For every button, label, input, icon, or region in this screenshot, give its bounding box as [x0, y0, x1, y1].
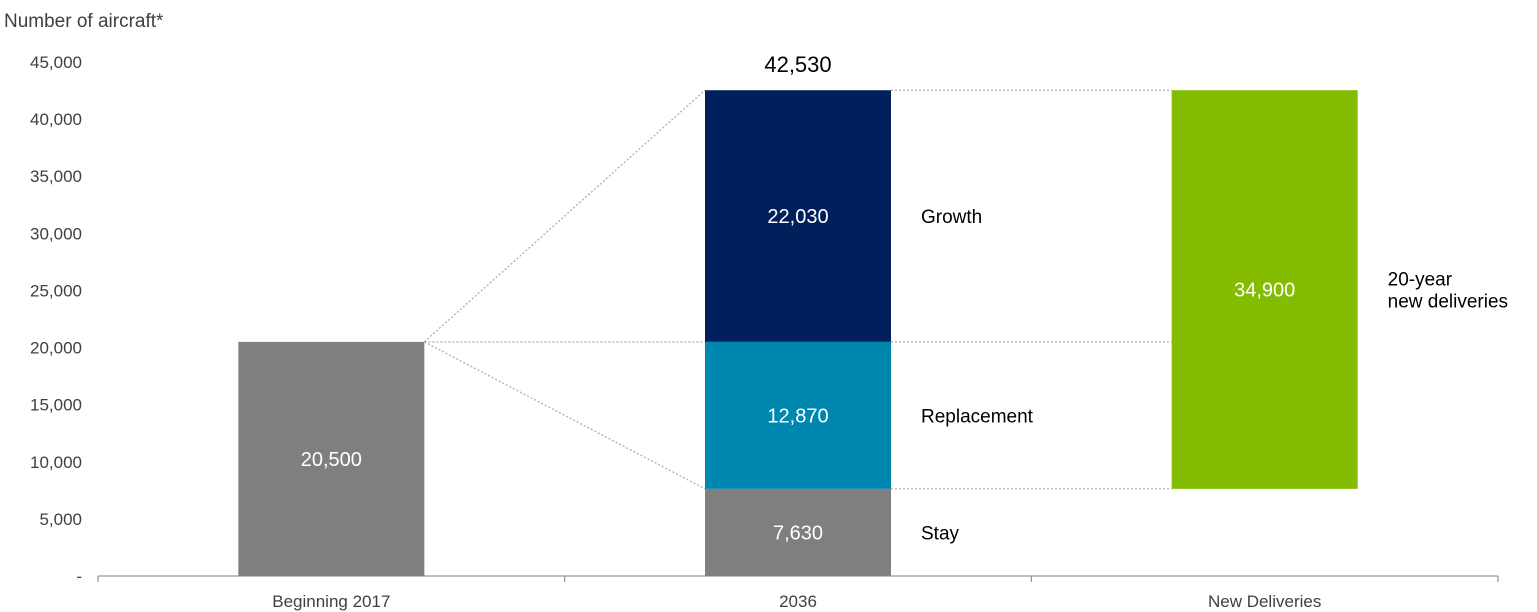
bar-value-label: 20,500	[301, 449, 362, 471]
bar-segment	[705, 341, 891, 489]
segment-side-label: Replacement	[921, 406, 1034, 427]
y-tick-label: 30,000	[30, 224, 82, 243]
y-tick-label: 35,000	[30, 167, 82, 186]
y-tick-label: 45,000	[30, 53, 82, 72]
connector-line	[423, 89, 706, 343]
bar-value-label: 34,900	[1234, 280, 1295, 302]
bar-segment	[705, 488, 891, 576]
connector-line	[424, 341, 706, 490]
y-tick-label: 15,000	[30, 396, 82, 415]
total-labels: 42,530	[764, 52, 831, 77]
segment-side-label: Growth	[921, 207, 982, 228]
bar-segment	[705, 90, 891, 342]
y-axis-title: Number of aircraft*	[4, 11, 164, 32]
x-tick-label: New Deliveries	[1208, 592, 1321, 611]
segment-side-label: 20-year new deliveries	[1388, 270, 1508, 313]
bar-segment	[238, 341, 425, 576]
y-tick-label: 25,000	[30, 281, 82, 300]
x-axis-labels: Beginning 2017 2036 New Deliveries	[272, 592, 1321, 611]
bar-value-label: 22,030	[767, 206, 828, 228]
bars	[238, 90, 1358, 576]
bar-segment	[1171, 90, 1358, 489]
y-tick-label: 10,000	[30, 453, 82, 472]
bar-labels: 20,500 7,630 12,870 22,030 34,900	[301, 206, 1296, 544]
y-tick-label: -	[76, 567, 82, 586]
y-tick-label: 40,000	[30, 110, 82, 129]
x-tick-label: 2036	[779, 592, 817, 611]
y-tick-label: 5,000	[39, 510, 82, 529]
y-axis-ticks: - 5,000 10,000 15,000 20,000 25,000 30,000 35,0…	[30, 53, 82, 586]
total-value-label: 42,530	[764, 52, 831, 77]
segment-side-label: Stay	[921, 523, 960, 544]
x-axis	[97, 575, 1499, 582]
bar-value-label: 12,870	[767, 405, 828, 427]
y-tick-label: 20,000	[30, 339, 82, 358]
bar-value-label: 7,630	[773, 522, 823, 544]
connector-lines	[423, 89, 1172, 490]
x-tick-label: Beginning 2017	[272, 592, 390, 611]
side-labels: Stay Replacement Growth 20-year new deliveri…	[921, 207, 1508, 544]
